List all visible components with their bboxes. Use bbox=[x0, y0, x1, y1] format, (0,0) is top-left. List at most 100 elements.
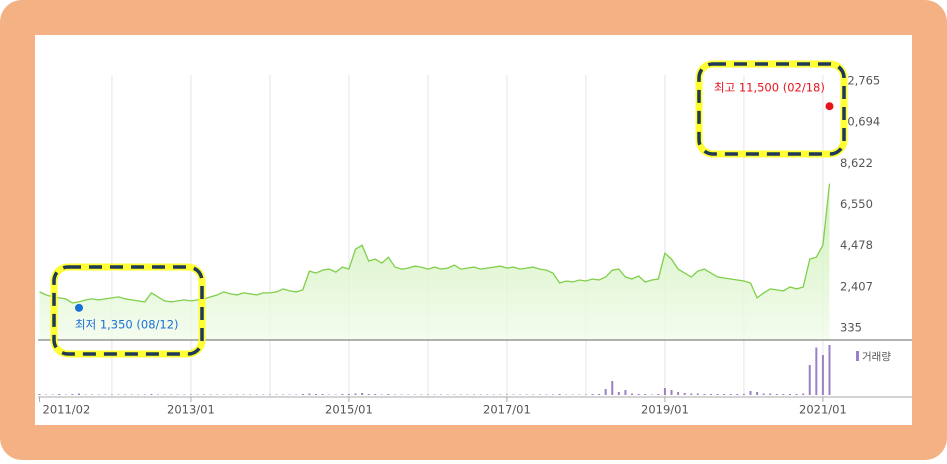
volume-bar bbox=[650, 394, 653, 395]
volume-bar bbox=[571, 394, 574, 395]
volume-bar bbox=[189, 394, 192, 395]
y-tick-label: 4,478 bbox=[840, 238, 873, 252]
volume-bar bbox=[110, 394, 113, 395]
legend-label: 거래량 bbox=[862, 351, 891, 363]
y-tick-label: 12,765 bbox=[840, 74, 880, 88]
volume-bar bbox=[97, 394, 100, 395]
volume-bar bbox=[637, 394, 640, 395]
volume-bar bbox=[558, 394, 561, 395]
volume-bar bbox=[426, 394, 429, 395]
volume-bar bbox=[657, 394, 660, 395]
volume-bar bbox=[532, 394, 535, 395]
volume-bar bbox=[64, 394, 67, 395]
extreme-dot bbox=[825, 102, 834, 111]
volume-bar bbox=[117, 394, 120, 395]
volume-bar bbox=[762, 393, 765, 395]
x-tick-label: 2013/01 bbox=[167, 403, 215, 417]
volume-bar bbox=[420, 394, 423, 395]
volume-bar bbox=[288, 394, 291, 395]
volume-bar bbox=[137, 394, 140, 395]
price-line bbox=[39, 183, 831, 304]
extreme-label: 최고 11,500 (02/18) bbox=[714, 81, 825, 95]
volume-bar bbox=[782, 394, 785, 395]
volume-bar bbox=[512, 394, 515, 395]
volume-bar bbox=[367, 394, 370, 395]
volume-bar bbox=[38, 394, 41, 395]
x-tick-label: 2011/02 bbox=[43, 403, 91, 417]
volume-bar bbox=[591, 394, 594, 395]
volume-bar bbox=[176, 394, 179, 395]
y-tick-label: 8,622 bbox=[840, 156, 873, 170]
volume-bar bbox=[124, 394, 127, 395]
volume-bar bbox=[183, 394, 186, 395]
volume-bar bbox=[598, 394, 601, 395]
volume-bar bbox=[433, 394, 436, 395]
volume-bar bbox=[459, 394, 462, 395]
volume-bar bbox=[84, 394, 87, 395]
volume-bar bbox=[229, 394, 232, 395]
volume-bar bbox=[499, 394, 502, 395]
volume-bar bbox=[347, 394, 350, 395]
volume-bar bbox=[341, 394, 344, 395]
volume-bar bbox=[163, 394, 166, 395]
volume-bar bbox=[236, 394, 238, 395]
volume-bar bbox=[611, 381, 614, 395]
volume-bar bbox=[268, 394, 271, 395]
volume-bar bbox=[216, 394, 219, 395]
volume-bar bbox=[71, 394, 74, 395]
volume-bar bbox=[453, 394, 456, 395]
volume-bar bbox=[394, 394, 396, 395]
volume-bar bbox=[828, 345, 831, 395]
volume-bar bbox=[466, 394, 469, 395]
y-tick-label: 2,407 bbox=[840, 279, 873, 293]
volume-bar bbox=[473, 394, 475, 395]
volume-bar bbox=[545, 394, 548, 395]
y-tick-label: 10,694 bbox=[840, 115, 880, 129]
volume-bar bbox=[196, 394, 199, 395]
volume-bar bbox=[334, 394, 337, 395]
volume-bar bbox=[769, 393, 772, 395]
panel bbox=[35, 35, 912, 425]
volume-bar bbox=[617, 392, 620, 395]
volume-bar bbox=[413, 394, 416, 395]
area-fill bbox=[39, 183, 830, 340]
volume-bar bbox=[203, 394, 206, 395]
volume-bar bbox=[729, 394, 732, 395]
volume-bar bbox=[104, 394, 107, 395]
volume-bar bbox=[690, 393, 693, 395]
x-tick-label: 2021/01 bbox=[799, 403, 847, 417]
volume-bar bbox=[361, 393, 364, 395]
volume-bar bbox=[150, 394, 153, 395]
volume-bar bbox=[321, 394, 324, 395]
x-tick-label: 2019/01 bbox=[641, 403, 689, 417]
x-tick-label: 2015/01 bbox=[325, 403, 373, 417]
volume-bar bbox=[301, 394, 304, 395]
volume-bar bbox=[795, 394, 798, 395]
volume-bar bbox=[538, 394, 541, 395]
volume-bar bbox=[479, 394, 482, 395]
x-tick-label: 2017/01 bbox=[483, 403, 531, 417]
volume-bar bbox=[821, 355, 824, 395]
volume-bar bbox=[222, 394, 225, 395]
volume-bar bbox=[242, 394, 245, 395]
extreme-dot bbox=[75, 303, 83, 312]
volume-bar bbox=[170, 394, 173, 395]
volume-bar bbox=[644, 394, 647, 395]
volume-bar bbox=[130, 394, 133, 395]
y-tick-label: 335 bbox=[840, 320, 862, 334]
volume-bar bbox=[716, 394, 719, 395]
volume-bar bbox=[789, 394, 791, 395]
volume-bar bbox=[45, 394, 48, 395]
y-tick-label: 6,550 bbox=[840, 197, 873, 211]
volume-bar bbox=[157, 394, 159, 395]
volume-bar bbox=[736, 394, 739, 395]
volume-bar bbox=[756, 392, 759, 395]
volume-bar bbox=[802, 393, 805, 395]
volume-bar bbox=[91, 394, 94, 395]
volume-bar bbox=[374, 394, 377, 395]
volume-bar bbox=[584, 394, 587, 395]
volume-bar bbox=[282, 394, 285, 395]
volume-bar bbox=[262, 394, 265, 395]
